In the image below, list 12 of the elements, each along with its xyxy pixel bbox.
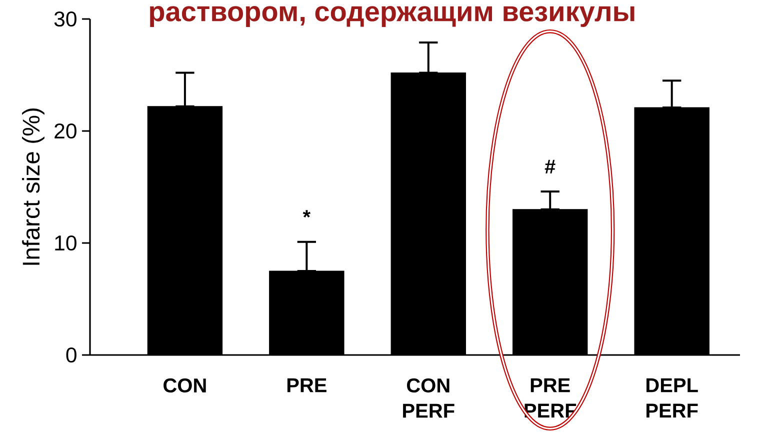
- x-tick-label: CON PERF: [403, 378, 454, 418]
- x-tick-label: PRE: [287, 378, 326, 392]
- annotation: #: [544, 160, 556, 174]
- y-tick-label: 20: [54, 123, 76, 139]
- x-tick-label: DEPL PERF: [646, 378, 698, 418]
- y-tick-label: 30: [54, 11, 76, 27]
- annotation: *: [302, 210, 311, 218]
- x-tick-label: CON: [164, 378, 206, 393]
- y-axis-title: Infarct size (%): [22, 108, 44, 265]
- y-tick-label: 10: [55, 235, 76, 251]
- y-tick-label: 0: [66, 347, 76, 363]
- chart-title: раствором, содержащим везикулы: [150, 6, 634, 27]
